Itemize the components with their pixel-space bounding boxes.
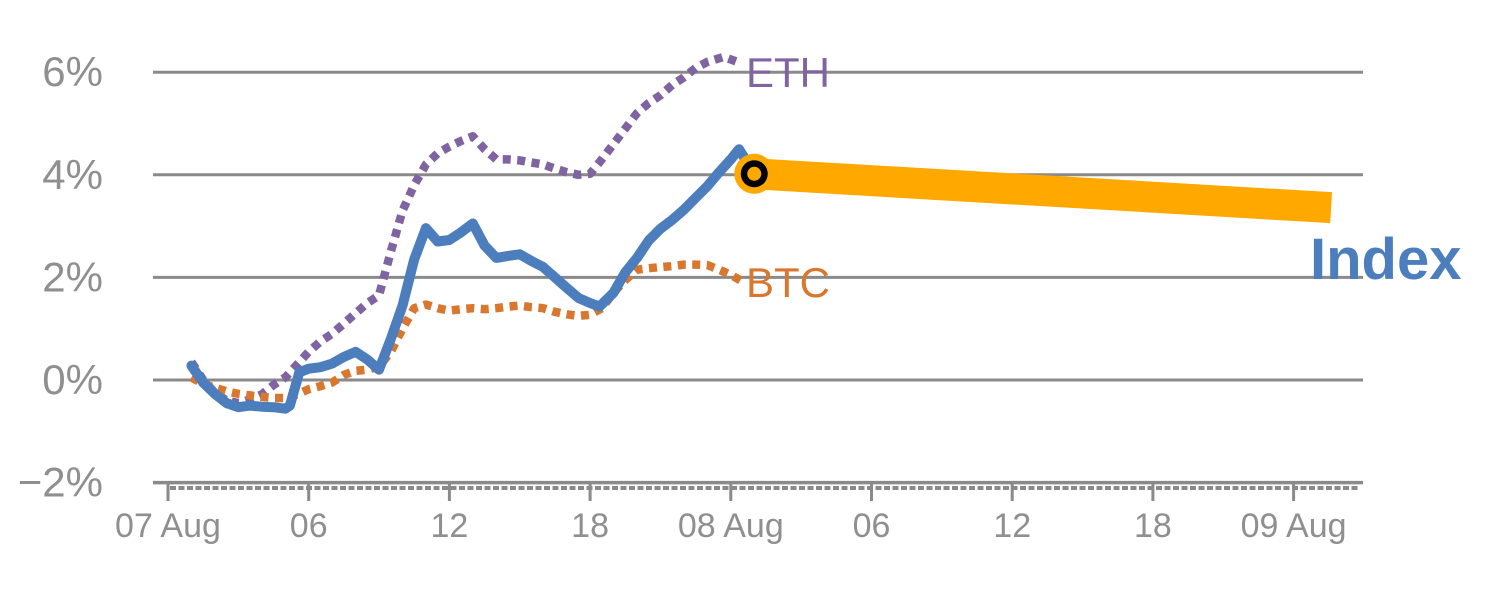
x-tick-label: 12 xyxy=(993,507,1031,545)
y-tick-label: 4% xyxy=(42,151,103,198)
series-label-btc: BTC xyxy=(746,259,830,306)
y-tick-label: 2% xyxy=(42,253,103,300)
y-tick-label: 6% xyxy=(42,48,103,95)
x-tick-label: 09 Aug xyxy=(1241,507,1347,545)
x-tick-label: 06 xyxy=(853,507,891,545)
x-tick-label: 08 Aug xyxy=(678,507,784,545)
x-axis xyxy=(166,482,1358,501)
y-tick-label: −2% xyxy=(18,459,103,506)
event-marker xyxy=(734,153,775,194)
line-index xyxy=(186,144,760,414)
x-tick-label: 18 xyxy=(1134,507,1172,545)
forecast-band-line xyxy=(753,158,1333,224)
y-tick-label: 0% xyxy=(42,356,103,403)
series-label-index: Index xyxy=(1310,227,1462,292)
series-lines xyxy=(186,52,760,414)
series-label-eth: ETH xyxy=(746,49,830,96)
forecast-band xyxy=(753,158,1333,224)
x-tick-label: 06 xyxy=(290,507,328,545)
line-eth xyxy=(187,52,742,408)
x-tick-label: 12 xyxy=(430,507,468,545)
x-axis-labels: 07 Aug 06 12 18 08 Aug 06 12 18 09 Aug xyxy=(115,507,1346,545)
line-btc xyxy=(189,260,745,403)
event-marker-ring-2 xyxy=(747,166,762,181)
x-tick-label: 18 xyxy=(571,507,609,545)
y-axis-labels: 6% 4% 2% 0% −2% xyxy=(18,48,103,505)
x-tick-label: 07 Aug xyxy=(115,507,221,545)
gridlines xyxy=(153,70,1363,485)
